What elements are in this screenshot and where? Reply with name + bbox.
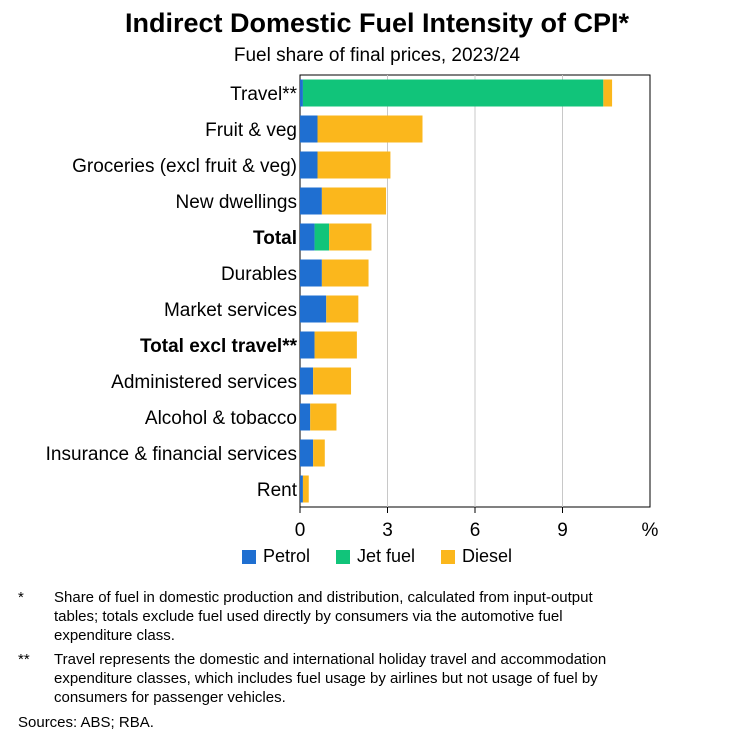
category-label: Fruit & veg bbox=[205, 120, 297, 141]
category-label: Total excl travel** bbox=[140, 336, 298, 357]
category-label: New dwellings bbox=[176, 192, 297, 213]
legend: Petrol Jet fuel Diesel bbox=[0, 546, 754, 567]
legend-label-jet-fuel: Jet fuel bbox=[356, 546, 416, 566]
bar-segment bbox=[300, 151, 318, 179]
bar-segment bbox=[321, 187, 387, 215]
category-label: Insurance & financial services bbox=[46, 444, 297, 465]
x-tick-label: 9 bbox=[557, 520, 568, 540]
bar-segment bbox=[314, 223, 330, 251]
footnote-text: Travel represents the domestic and inter… bbox=[54, 651, 607, 706]
bar-segment bbox=[300, 439, 314, 467]
bar-segment bbox=[300, 187, 322, 215]
bar-segment bbox=[300, 331, 315, 359]
bar-segment bbox=[300, 79, 303, 107]
x-tick-label: 3 bbox=[382, 520, 393, 540]
bar-segment bbox=[300, 295, 327, 323]
legend-item-jet-fuel: Jet fuel bbox=[335, 546, 416, 567]
bar-segment bbox=[313, 439, 325, 467]
bar-segment bbox=[314, 331, 357, 359]
bar-segment bbox=[302, 475, 309, 503]
category-label: Travel** bbox=[230, 84, 297, 105]
bar-segment bbox=[300, 259, 322, 287]
legend-item-petrol: Petrol bbox=[241, 546, 310, 567]
x-tick-label: 0 bbox=[295, 520, 306, 540]
footnote-text: Share of fuel in domestic production and… bbox=[54, 589, 593, 644]
category-label: Rent bbox=[257, 480, 298, 501]
bar-segment bbox=[313, 367, 352, 395]
bar-segment bbox=[317, 115, 423, 143]
legend-swatch-diesel bbox=[441, 549, 456, 564]
footnote-mark: * bbox=[18, 589, 24, 606]
bar-segment bbox=[317, 151, 391, 179]
category-label: Total bbox=[253, 228, 297, 249]
bar-segment bbox=[300, 115, 318, 143]
bar-segment bbox=[603, 79, 613, 107]
legend-label-petrol: Petrol bbox=[262, 546, 310, 566]
sources: Sources: ABS; RBA. bbox=[18, 714, 154, 731]
footnotes: * Share of fuel in domestic production a… bbox=[18, 588, 738, 712]
footnote: * Share of fuel in domestic production a… bbox=[18, 588, 738, 645]
legend-item-diesel: Diesel bbox=[441, 546, 512, 567]
category-label: Administered services bbox=[111, 372, 297, 393]
bar-segment bbox=[300, 223, 315, 251]
footnote-mark: ** bbox=[18, 651, 30, 668]
bar-chart: 0 3 6 9 % Travel** Fruit & veg Groceries (excl … bbox=[46, 74, 659, 540]
category-label: Alcohol & tobacco bbox=[145, 408, 297, 429]
category-label: Market services bbox=[164, 300, 297, 321]
category-label: Durables bbox=[221, 264, 297, 285]
chart-title: Indirect Domestic Fuel Intensity of CPI* bbox=[124, 8, 630, 38]
chart-subtitle: Fuel share of final prices, 2023/24 bbox=[233, 45, 521, 66]
bar-segment bbox=[300, 403, 311, 431]
footnote: ** Travel represents the domestic and in… bbox=[18, 650, 738, 707]
bar-segment bbox=[302, 79, 604, 107]
category-label: Groceries (excl fruit & veg) bbox=[72, 156, 297, 177]
bar-segment bbox=[300, 367, 314, 395]
x-tick-label: 6 bbox=[470, 520, 481, 540]
legend-swatch-jet-fuel bbox=[335, 549, 350, 564]
legend-swatch-petrol bbox=[241, 549, 256, 564]
legend-label-diesel: Diesel bbox=[462, 546, 513, 566]
bar-segment bbox=[310, 403, 337, 431]
x-unit-label: % bbox=[642, 520, 659, 540]
bar-segment bbox=[300, 475, 303, 503]
bar-segment bbox=[326, 295, 359, 323]
bar-segment bbox=[329, 223, 372, 251]
bar-segment bbox=[321, 259, 369, 287]
